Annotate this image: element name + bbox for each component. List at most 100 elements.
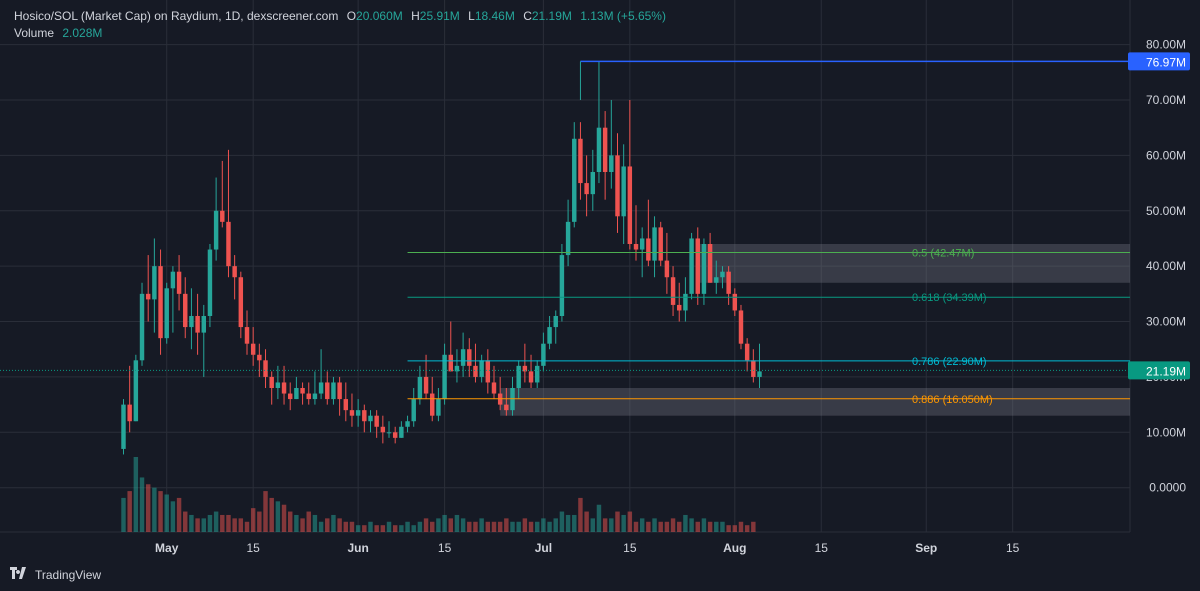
volume-bar xyxy=(269,497,274,532)
fibonacci-levels: 0.5 (42.47M) 0.618 (34.39M) 0.786 (22.90M)… xyxy=(0,60,1130,406)
candlesticks xyxy=(121,61,762,455)
candle-body xyxy=(467,349,472,366)
candle-body xyxy=(300,388,305,394)
candle-body xyxy=(189,316,194,328)
candle-body xyxy=(362,410,367,422)
volume-bar xyxy=(547,521,552,532)
volume-bar xyxy=(714,521,719,532)
x-tick-label: Jun xyxy=(347,541,368,555)
candle-body xyxy=(127,404,132,422)
volume-bar xyxy=(127,491,132,532)
fib-label: 0.618 (34.39M) xyxy=(912,292,987,304)
volume-bar xyxy=(430,521,435,532)
volume-bar xyxy=(491,521,497,532)
y-tick-label: 70.00M xyxy=(1146,93,1186,107)
volume-bar xyxy=(615,511,620,532)
tradingview-brand: TradingView xyxy=(35,567,102,582)
candle-body xyxy=(164,288,169,339)
volume-bar xyxy=(355,525,361,532)
volume-bar xyxy=(442,514,447,532)
volume-bar xyxy=(325,518,330,532)
volume-bar xyxy=(386,521,392,532)
price-zones xyxy=(500,244,1130,416)
price-tags: 76.97M 21.19M xyxy=(1128,52,1190,380)
chart-legend: Hosico/SOL (Market Cap) on Raydium, 1D, … xyxy=(14,8,666,42)
volume-bar xyxy=(652,518,657,532)
volume-bar xyxy=(677,521,682,532)
volume-bar xyxy=(312,514,318,532)
volume-bar xyxy=(374,525,379,532)
candle-body xyxy=(176,271,182,294)
volume-bar xyxy=(263,491,268,532)
candle-body xyxy=(250,343,256,355)
candle-body xyxy=(269,376,274,388)
volume-bar xyxy=(534,521,540,532)
candle-body xyxy=(213,210,219,250)
symbol-title[interactable]: Hosico/SOL (Market Cap) on Raydium, 1D, … xyxy=(14,9,339,23)
volume-bar xyxy=(541,518,546,532)
price-zone xyxy=(697,244,1130,283)
time-axis[interactable]: May 15 Jun 15 Jul 15 Aug 15 Sep 15 xyxy=(155,541,1020,555)
candle-body xyxy=(405,421,410,427)
candle-body xyxy=(158,266,163,339)
footer-brand[interactable]: TradingView xyxy=(10,567,101,582)
volume-bar xyxy=(368,521,373,532)
volume-bar xyxy=(220,514,225,532)
volume-bar xyxy=(473,521,478,532)
x-tick-label: 15 xyxy=(246,541,260,555)
candle-body xyxy=(201,316,206,333)
volume-bar xyxy=(183,511,188,532)
candle-body xyxy=(751,360,756,377)
volume-bar xyxy=(701,518,707,532)
volume-bar xyxy=(405,521,410,532)
candle-body xyxy=(133,360,139,422)
close-label: C xyxy=(523,9,532,23)
candle-body xyxy=(183,293,188,328)
volume-bar xyxy=(207,514,213,532)
volume-bar xyxy=(485,521,491,532)
x-tick-label: May xyxy=(155,541,179,555)
volume-bar xyxy=(399,525,404,532)
y-tick-label: 0.0000 xyxy=(1149,481,1186,495)
volume-label[interactable]: Volume xyxy=(14,26,55,40)
candle-body xyxy=(652,227,657,261)
candle-body xyxy=(220,210,225,222)
price-axis[interactable]: 80.00M70.00M60.00M50.00M40.00M30.00M20.0… xyxy=(1146,38,1186,495)
candle-body xyxy=(602,127,608,172)
candle-body xyxy=(145,293,151,300)
volume-bar xyxy=(695,521,700,532)
volume-bar xyxy=(448,518,453,532)
candle-body xyxy=(374,415,379,427)
volume-bar xyxy=(337,518,342,532)
volume-bar xyxy=(504,518,509,532)
volume-bar xyxy=(510,521,515,532)
volume-bar xyxy=(689,518,694,532)
volume-bar xyxy=(609,518,614,532)
legend-row-ohlc: Hosico/SOL (Market Cap) on Raydium, 1D, … xyxy=(14,8,666,25)
volume-bar xyxy=(201,518,206,532)
volume-bar xyxy=(738,521,744,532)
candle-body xyxy=(368,415,373,422)
volume-value: 2.028M xyxy=(62,26,103,40)
candle-body xyxy=(491,382,497,394)
candle-body xyxy=(565,221,571,256)
volume-bar xyxy=(751,521,756,532)
volume-bar xyxy=(578,497,583,532)
fib-label: 0.5 (42.47M) xyxy=(912,247,974,259)
candle-body xyxy=(399,426,404,438)
candle-body xyxy=(343,399,349,411)
low-label: L xyxy=(468,9,475,23)
candle-body xyxy=(312,393,318,400)
volume-bar xyxy=(720,521,725,532)
candle-body xyxy=(238,277,244,328)
candle-body xyxy=(207,249,213,316)
candle-body xyxy=(460,349,466,366)
candle-body xyxy=(355,410,361,416)
volume-bar xyxy=(436,518,441,532)
volume-bar xyxy=(189,514,194,532)
last-price-tag: 21.19M xyxy=(1146,364,1186,378)
candle-body xyxy=(411,399,416,422)
candle-body xyxy=(417,376,423,400)
volume-bar xyxy=(281,504,287,532)
